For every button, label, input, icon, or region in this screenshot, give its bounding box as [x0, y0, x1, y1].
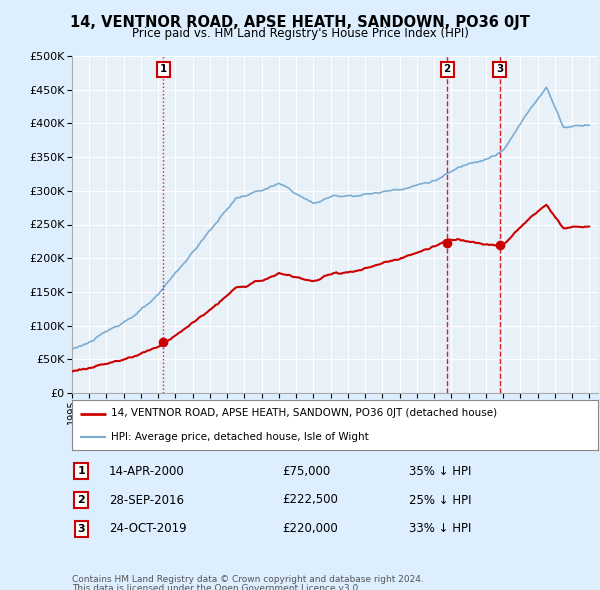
Text: 2: 2 [77, 495, 85, 505]
Text: Price paid vs. HM Land Registry's House Price Index (HPI): Price paid vs. HM Land Registry's House … [131, 27, 469, 40]
Text: £220,000: £220,000 [283, 522, 338, 535]
Text: 14, VENTNOR ROAD, APSE HEATH, SANDOWN, PO36 0JT (detached house): 14, VENTNOR ROAD, APSE HEATH, SANDOWN, P… [112, 408, 497, 418]
Text: 33% ↓ HPI: 33% ↓ HPI [409, 522, 471, 535]
Text: 3: 3 [496, 64, 503, 74]
Text: Contains HM Land Registry data © Crown copyright and database right 2024.: Contains HM Land Registry data © Crown c… [72, 575, 424, 584]
Text: 25% ↓ HPI: 25% ↓ HPI [409, 493, 471, 506]
Text: 14, VENTNOR ROAD, APSE HEATH, SANDOWN, PO36 0JT: 14, VENTNOR ROAD, APSE HEATH, SANDOWN, P… [70, 15, 530, 30]
Text: 35% ↓ HPI: 35% ↓ HPI [409, 465, 471, 478]
Text: 1: 1 [160, 64, 167, 74]
Text: 3: 3 [77, 524, 85, 534]
Text: 14-APR-2000: 14-APR-2000 [109, 465, 185, 478]
Text: 2: 2 [443, 64, 451, 74]
Text: 24-OCT-2019: 24-OCT-2019 [109, 522, 187, 535]
Text: £75,000: £75,000 [283, 465, 331, 478]
Text: This data is licensed under the Open Government Licence v3.0.: This data is licensed under the Open Gov… [72, 584, 361, 590]
Text: £222,500: £222,500 [283, 493, 338, 506]
Text: 1: 1 [77, 466, 85, 476]
Text: 28-SEP-2016: 28-SEP-2016 [109, 493, 184, 506]
Text: HPI: Average price, detached house, Isle of Wight: HPI: Average price, detached house, Isle… [112, 431, 369, 441]
